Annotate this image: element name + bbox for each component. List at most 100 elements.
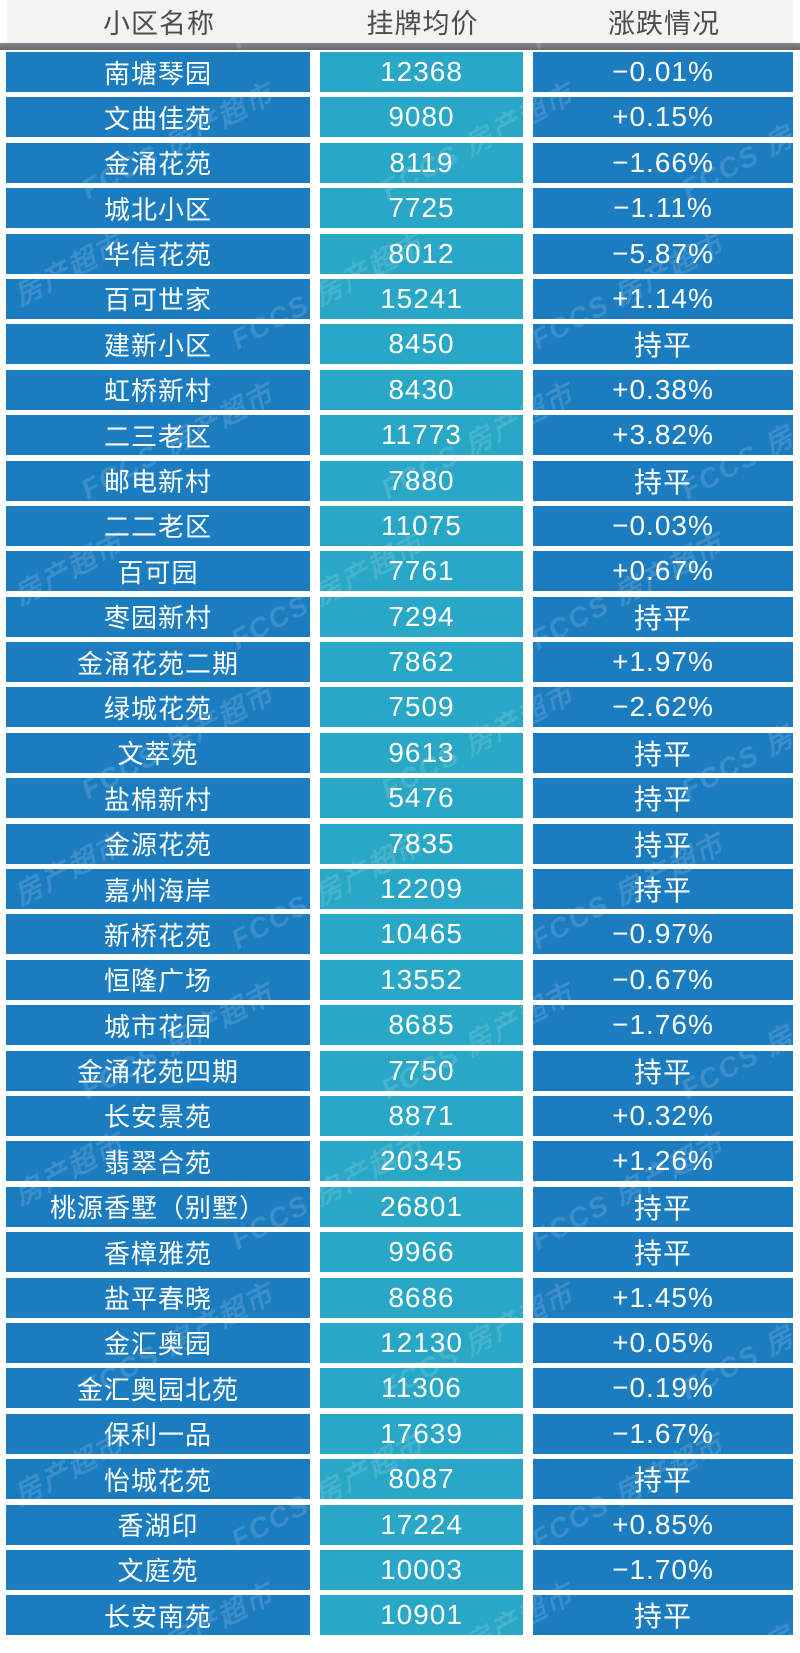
change-cell: −0.03% xyxy=(533,505,793,546)
change-cell: 持平 xyxy=(533,1050,793,1091)
change-cell: 持平 xyxy=(533,1595,793,1636)
change-cell: −1.76% xyxy=(533,1005,793,1046)
community-name-cell: 盐平春晓 xyxy=(6,1277,310,1318)
table-row: 文萃苑 9613 持平 xyxy=(6,732,793,773)
table-row: 城市花园 8685 −1.76% xyxy=(6,1005,793,1046)
header-listing-price: 挂牌均价 xyxy=(366,9,479,39)
change-cell: 持平 xyxy=(533,596,793,637)
community-name-cell: 虹桥新村 xyxy=(6,369,310,410)
price-cell: 7294 xyxy=(320,596,523,637)
community-name-cell: 二二老区 xyxy=(6,505,310,546)
price-cell: 11773 xyxy=(320,415,523,456)
price-cell: 17224 xyxy=(320,1504,523,1545)
price-cell: 9613 xyxy=(320,732,523,773)
change-cell: −2.62% xyxy=(533,687,793,728)
price-cell: 7509 xyxy=(320,687,523,728)
community-name-cell: 文曲佳苑 xyxy=(6,97,310,138)
community-name-cell: 金汇奥园北苑 xyxy=(6,1368,310,1409)
table-body: 南塘琴园 12368 −0.01% 文曲佳苑 9080 +0.15% 金涌花苑 … xyxy=(6,52,793,1636)
change-cell: +1.97% xyxy=(533,642,793,683)
change-cell: −1.11% xyxy=(533,188,793,229)
header-price-change: 涨跌情况 xyxy=(608,9,720,39)
change-cell: 持平 xyxy=(533,1459,793,1500)
table-row: 翡翠合苑 20345 +1.26% xyxy=(6,1141,793,1182)
community-name-cell: 二三老区 xyxy=(6,415,310,456)
community-name-cell: 建新小区 xyxy=(6,324,310,365)
community-name-cell: 金涌花苑四期 xyxy=(6,1050,310,1091)
price-cell: 8686 xyxy=(320,1277,523,1318)
price-cell: 7761 xyxy=(320,551,523,592)
table-row: 绿城花苑 7509 −2.62% xyxy=(6,687,793,728)
table-row: 邮电新村 7880 持平 xyxy=(6,460,793,501)
community-name-cell: 百可世家 xyxy=(6,278,310,319)
community-name-cell: 翡翠合苑 xyxy=(6,1141,310,1182)
price-cell: 10901 xyxy=(320,1595,523,1636)
price-cell: 8450 xyxy=(320,324,523,365)
table-header: 小区名称 挂牌均价 涨跌情况 xyxy=(7,0,793,43)
community-name-cell: 金汇奥园 xyxy=(6,1322,310,1363)
change-cell: +0.85% xyxy=(533,1504,793,1545)
price-cell: 10003 xyxy=(320,1549,523,1590)
community-name-cell: 金涌花苑二期 xyxy=(6,642,310,683)
header-community-name: 小区名称 xyxy=(103,9,215,39)
table-row: 恒隆广场 13552 −0.67% xyxy=(6,959,793,1000)
change-cell: +0.67% xyxy=(533,551,793,592)
header-divider-bar xyxy=(0,43,800,50)
table-row: 文庭苑 10003 −1.70% xyxy=(6,1549,793,1590)
community-name-cell: 恒隆广场 xyxy=(6,959,310,1000)
community-name-cell: 枣园新村 xyxy=(6,596,310,637)
table-row: 新桥花苑 10465 −0.97% xyxy=(6,914,793,955)
change-cell: −0.19% xyxy=(533,1368,793,1409)
change-cell: −1.67% xyxy=(533,1413,793,1454)
price-cell: 11306 xyxy=(320,1368,523,1409)
community-name-cell: 长安景苑 xyxy=(6,1095,310,1136)
community-name-cell: 香樟雅苑 xyxy=(6,1232,310,1273)
change-cell: 持平 xyxy=(533,869,793,910)
price-cell: 15241 xyxy=(320,278,523,319)
table-row: 金涌花苑二期 7862 +1.97% xyxy=(6,642,793,683)
table-row: 华信花苑 8012 −5.87% xyxy=(6,233,793,274)
community-name-cell: 百可园 xyxy=(6,551,310,592)
price-cell: 8087 xyxy=(320,1459,523,1500)
table-row: 金涌花苑 8119 −1.66% xyxy=(6,142,793,183)
table-row: 香湖印 17224 +0.85% xyxy=(6,1504,793,1545)
community-name-cell: 金源花苑 xyxy=(6,823,310,864)
price-cell: 20345 xyxy=(320,1141,523,1182)
change-cell: −1.66% xyxy=(533,142,793,183)
price-cell: 9966 xyxy=(320,1232,523,1273)
community-name-cell: 绿城花苑 xyxy=(6,687,310,728)
table-row: 建新小区 8450 持平 xyxy=(6,324,793,365)
change-cell: 持平 xyxy=(533,778,793,819)
table-row: 二二老区 11075 −0.03% xyxy=(6,505,793,546)
change-cell: +0.15% xyxy=(533,97,793,138)
community-name-cell: 华信花苑 xyxy=(6,233,310,274)
price-cell: 10465 xyxy=(320,914,523,955)
change-cell: −0.67% xyxy=(533,959,793,1000)
price-cell: 11075 xyxy=(320,505,523,546)
community-name-cell: 保利一品 xyxy=(6,1413,310,1454)
table-row: 百可园 7761 +0.67% xyxy=(6,551,793,592)
price-cell: 7880 xyxy=(320,460,523,501)
table-row: 枣园新村 7294 持平 xyxy=(6,596,793,637)
community-name-cell: 新桥花苑 xyxy=(6,914,310,955)
price-cell: 7862 xyxy=(320,642,523,683)
table-row: 南塘琴园 12368 −0.01% xyxy=(6,52,793,92)
change-cell: 持平 xyxy=(533,823,793,864)
community-name-cell: 邮电新村 xyxy=(6,460,310,501)
community-name-cell: 香湖印 xyxy=(6,1504,310,1545)
table-row: 金涌花苑四期 7750 持平 xyxy=(6,1050,793,1091)
price-cell: 8685 xyxy=(320,1005,523,1046)
table-row: 怡城花苑 8087 持平 xyxy=(6,1459,793,1500)
price-cell: 8430 xyxy=(320,369,523,410)
community-name-cell: 文庭苑 xyxy=(6,1549,310,1590)
table-row: 金源花苑 7835 持平 xyxy=(6,823,793,864)
community-name-cell: 文萃苑 xyxy=(6,732,310,773)
change-cell: +0.32% xyxy=(533,1095,793,1136)
price-cell: 26801 xyxy=(320,1186,523,1227)
table-row: 桃源香墅（别墅） 26801 持平 xyxy=(6,1186,793,1227)
change-cell: 持平 xyxy=(533,460,793,501)
table-row: 二三老区 11773 +3.82% xyxy=(6,415,793,456)
table-row: 百可世家 15241 +1.14% xyxy=(6,278,793,319)
community-name-cell: 城市花园 xyxy=(6,1005,310,1046)
